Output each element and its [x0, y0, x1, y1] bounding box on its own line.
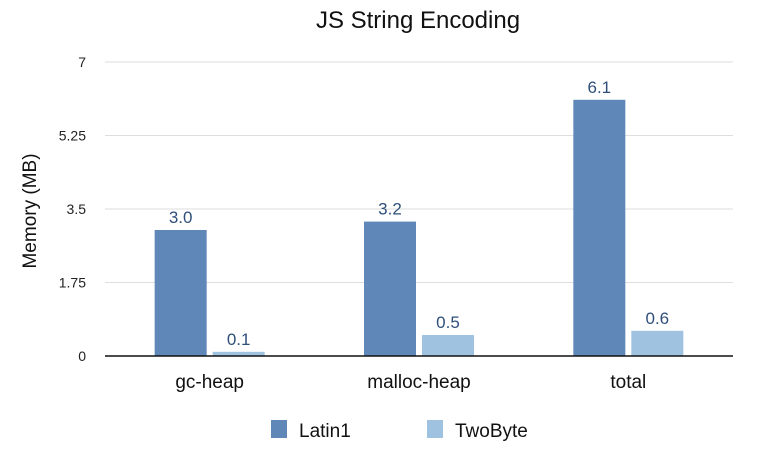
y-axis-label: Memory (MB)	[20, 153, 41, 268]
y-tick-label: 7	[78, 54, 86, 70]
chart-title: JS String Encoding	[316, 7, 520, 34]
legend-swatch-twobyte	[427, 420, 443, 438]
bar-latin1-gc-heap	[154, 230, 207, 356]
bar-twobyte-gc-heap	[212, 351, 265, 356]
data-label: 3.0	[169, 208, 193, 227]
data-label: 0.5	[436, 313, 460, 332]
x-tick-label: gc-heap	[175, 372, 244, 393]
bar-latin1-malloc-heap	[364, 221, 416, 356]
y-tick-label: 1.75	[59, 275, 86, 291]
y-tick-label: 3.5	[67, 201, 87, 217]
gridlines	[105, 61, 733, 283]
data-labels: 3.0 0.1 3.2 0.5 6.1 0.6	[169, 78, 669, 349]
x-tick-label: total	[610, 372, 646, 393]
data-label: 0.6	[646, 309, 670, 328]
legend-swatch-latin1	[271, 420, 287, 438]
y-tick-label: 5.25	[59, 128, 86, 144]
bars	[154, 99, 684, 357]
legend-label-latin1: Latin1	[299, 421, 351, 442]
y-axis-ticks: 0 1.75 3.5 5.25 7	[59, 54, 86, 364]
bar-latin1-total	[573, 99, 626, 357]
y-tick-label: 0	[78, 348, 86, 364]
data-label: 3.2	[378, 200, 402, 219]
data-label: 6.1	[588, 78, 612, 97]
bar-twobyte-total	[631, 330, 684, 356]
bar-twobyte-malloc-heap	[422, 335, 474, 356]
x-axis-ticks: gc-heap malloc-heap total	[175, 372, 646, 393]
data-label: 0.1	[227, 330, 251, 349]
x-tick-label: malloc-heap	[367, 372, 471, 393]
legend: Latin1 TwoByte	[271, 420, 528, 442]
legend-label-twobyte: TwoByte	[455, 421, 528, 442]
